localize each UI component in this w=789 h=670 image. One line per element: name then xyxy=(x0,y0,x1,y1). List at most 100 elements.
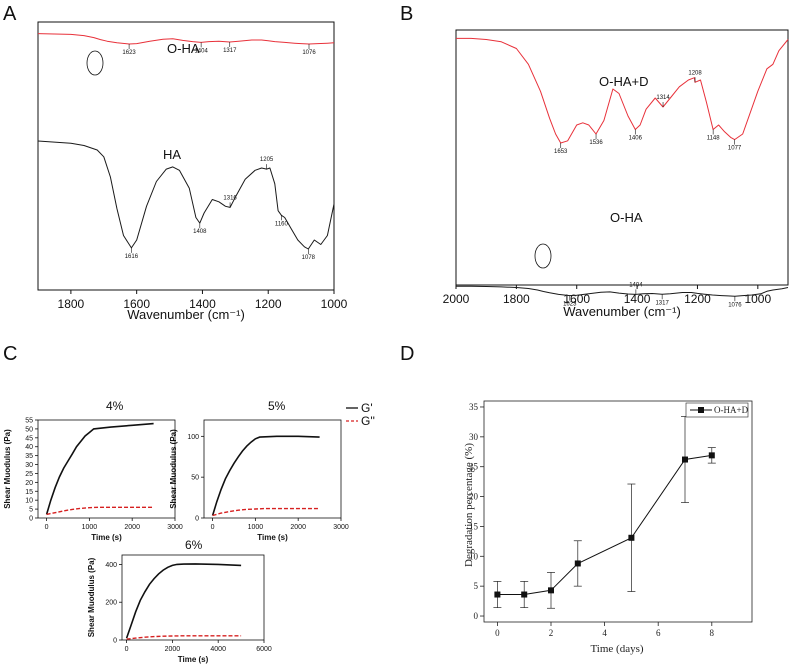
x-tick-label: 2000 xyxy=(124,524,140,531)
x-tick-label: 0 xyxy=(45,524,49,531)
x-tick-label: 2000 xyxy=(443,292,470,306)
y-tick-label: 45 xyxy=(25,435,33,442)
panel-d-xlabel: Time (days) xyxy=(590,643,643,655)
peak-label: 1208 xyxy=(688,70,702,76)
panel-label-a: A xyxy=(3,3,17,25)
peak-label: 1076 xyxy=(302,50,316,56)
y-tick-label: 35 xyxy=(25,453,33,460)
panel-label-b: B xyxy=(400,3,413,25)
panel-b-frame xyxy=(455,29,789,286)
x-tick-label: 1400 xyxy=(624,292,651,306)
panel-c-chart: 0 1000 2000 30000510152025303540455055Time … xyxy=(3,399,375,664)
y-tick-label: 15 xyxy=(25,489,33,496)
x-tick-label: 1000 xyxy=(248,524,264,531)
peak-label: 1078 xyxy=(302,255,316,261)
panel-b-chart: 2000 1800 1600 1400 1200 10001653153614061314… xyxy=(443,29,789,319)
g-double-prime-line xyxy=(46,506,154,516)
y-tick-label: 0 xyxy=(113,638,117,645)
data-point-marker xyxy=(708,452,715,459)
x-tick-label: 0 xyxy=(125,646,129,653)
subplot-frame xyxy=(121,554,265,641)
peak-label: 1077 xyxy=(728,146,742,152)
panel-b-circle-marker xyxy=(534,243,552,269)
panel-d-legend-marker xyxy=(698,407,704,413)
x-tick-label: 3000 xyxy=(167,524,183,531)
y-tick-label: 0 xyxy=(195,516,199,523)
y-tick-label: 15 xyxy=(469,521,479,531)
peak-label: 1408 xyxy=(193,229,207,235)
x-tick-label: 4000 xyxy=(210,646,226,653)
peak-label: 1536 xyxy=(589,140,603,146)
legend-g-prime-label: G' xyxy=(361,401,373,415)
data-point-marker xyxy=(494,591,501,598)
peak-label: 1623 xyxy=(122,50,136,56)
y-tick-label: 100 xyxy=(187,434,199,441)
peak-label: 1316 xyxy=(223,195,237,201)
y-tick-label: 0 xyxy=(474,611,479,621)
panel-c-4-title: 4% xyxy=(106,399,124,413)
panel-b-xlabel: Wavenumber (cm⁻¹) xyxy=(563,304,681,319)
peak-label: 1205 xyxy=(260,157,274,163)
panel-label-d: D xyxy=(400,343,414,365)
y-tick-label: 25 xyxy=(25,471,33,478)
panel-c-6-title: 6% xyxy=(185,538,203,552)
x-tick-label: 0 xyxy=(495,628,500,638)
peak-label: 1406 xyxy=(629,136,643,142)
y-tick-label: 50 xyxy=(25,426,33,433)
x-tick-label: 1800 xyxy=(58,297,85,311)
subplot-ylabel: Shear Muodulus (Pa) xyxy=(169,429,178,509)
y-tick-label: 25 xyxy=(469,462,479,472)
subplot-frame xyxy=(37,419,176,519)
x-tick-label: 1000 xyxy=(82,524,98,531)
peak-label: 1148 xyxy=(707,136,721,142)
x-tick-label: 1200 xyxy=(684,292,711,306)
subplot-ylabel: Shear Muodulus (Pa) xyxy=(87,557,96,637)
panel-c-legend: G' G'' xyxy=(346,401,375,428)
subplot-ylabel: Shear Muodulus (Pa) xyxy=(3,429,12,509)
y-tick-label: 55 xyxy=(25,418,33,425)
panel-b-series-label-oha: O-HA xyxy=(610,210,643,225)
spectrum-line-ha xyxy=(37,140,335,250)
peak-label: 1317 xyxy=(655,300,669,306)
x-tick-label: 0 xyxy=(211,524,215,531)
y-tick-label: 0 xyxy=(29,516,33,523)
data-point-marker xyxy=(682,456,688,463)
panel-c-5-title: 5% xyxy=(268,399,286,413)
y-tick-label: 5 xyxy=(474,581,479,591)
data-point-marker xyxy=(548,587,554,594)
legend-g-double-prime-label: G'' xyxy=(361,414,375,428)
x-tick-label: 1000 xyxy=(321,297,348,311)
panel-d-chart: 0 2 4 6 8 0 5 10 15 20 25 30 35 Time (days) Degradat… xyxy=(463,400,753,655)
y-tick-label: 30 xyxy=(25,462,33,469)
panel-d-legend: O-HA+D xyxy=(685,402,749,418)
degradation-line xyxy=(497,454,712,595)
y-tick-label: 400 xyxy=(105,562,117,569)
peak-label: 1404 xyxy=(629,282,643,288)
panel-a-frame xyxy=(37,21,335,291)
x-tick-label: 2 xyxy=(549,628,554,638)
g-prime-line xyxy=(45,422,154,515)
peak-label: 1404 xyxy=(194,48,208,54)
peak-label: 1616 xyxy=(125,254,139,260)
panel-d-ylabel: Degradation percentage (%) xyxy=(463,443,475,567)
x-tick-label: 2000 xyxy=(165,646,181,653)
y-tick-label: 20 xyxy=(469,492,479,502)
spectrum-line-o-ha-d xyxy=(456,37,789,144)
panel-d-frame xyxy=(483,400,753,623)
y-tick-label: 200 xyxy=(105,600,117,607)
panel-d-legend-box xyxy=(685,402,749,418)
data-point-marker xyxy=(628,534,635,541)
panel-label-c: C xyxy=(3,343,17,365)
x-tick-label: 2000 xyxy=(290,524,306,531)
x-tick-label: 1200 xyxy=(255,297,282,311)
y-tick-label: 10 xyxy=(469,551,479,561)
subplot-xlabel: Time (s) xyxy=(257,533,288,542)
x-tick-label: 1800 xyxy=(503,292,530,306)
x-tick-label: 6 xyxy=(656,628,661,638)
y-tick-label: 20 xyxy=(25,480,33,487)
panel-a-circle-marker xyxy=(86,50,104,76)
panel-a-series-label-ha: HA xyxy=(163,147,181,162)
y-tick-label: 30 xyxy=(469,432,479,442)
panel-d-legend-label: O-HA+D xyxy=(714,405,749,415)
